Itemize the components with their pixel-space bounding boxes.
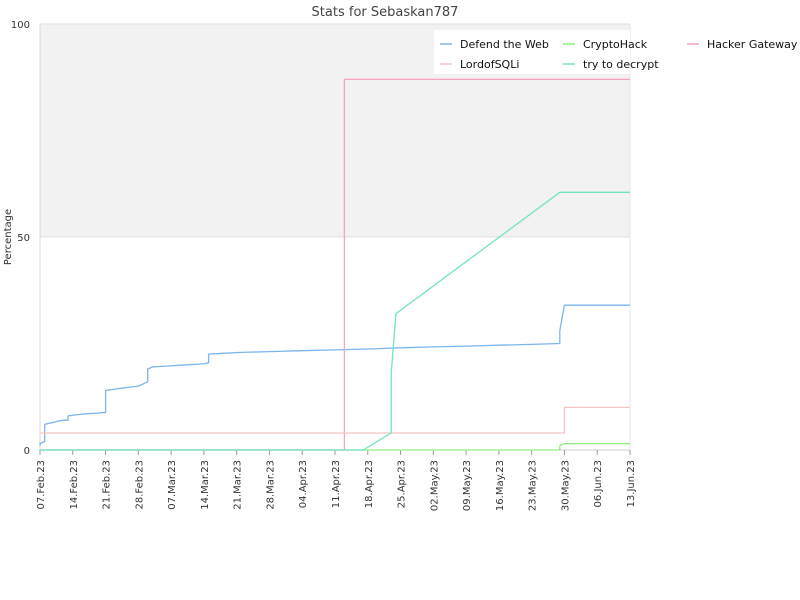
y-axis-ticks: 0 50 100 (11, 20, 30, 457)
legend-label: Hacker Gateway (707, 38, 798, 51)
x-tick-label: 16.May.23 (495, 460, 506, 511)
legend-item-lordofsqli[interactable]: LordofSQLi (440, 58, 519, 71)
x-tick-label: 07.Feb.23 (36, 460, 47, 510)
x-tick-label: 23.May.23 (528, 460, 539, 511)
y-tick-label: 50 (17, 233, 30, 244)
x-tick-label: 21.Mar.23 (233, 460, 244, 510)
legend-item-defend-the-web[interactable]: Defend the Web (440, 38, 549, 51)
x-tick-label: 30.May.23 (560, 460, 571, 511)
x-tick-label: 18.Apr.23 (364, 460, 375, 508)
legend-label: LordofSQLi (460, 58, 519, 71)
series-lines (39, 78, 630, 451)
legend-label: Defend the Web (460, 38, 549, 51)
x-tick-label: 25.Apr.23 (397, 460, 408, 508)
x-tick-label: 14.Feb.23 (69, 460, 80, 510)
series-line-cryptohack (40, 442, 630, 451)
legend-item-cryptohack[interactable]: CryptoHack (563, 38, 648, 51)
y-tick-label: 0 (24, 446, 30, 457)
series-line-defend-the-web (39, 304, 630, 446)
legend-label: CryptoHack (583, 38, 648, 51)
legend-box (434, 30, 630, 74)
x-tick-label: 04.Apr.23 (298, 460, 309, 508)
x-tick-label: 21.Feb.23 (102, 460, 113, 510)
x-tick-label: 06.Jun.23 (593, 460, 604, 507)
y-tick-label: 100 (11, 20, 30, 31)
legend: Defend the Web CryptoHack Hacker Gateway Lo… (434, 30, 798, 74)
x-tick-label: 07.Mar.23 (167, 460, 178, 510)
chart-title: Stats for Sebaskan787 (312, 5, 459, 20)
x-tick-label: 11.Apr.23 (331, 460, 342, 508)
legend-item-hacker-gateway[interactable]: Hacker Gateway (687, 38, 798, 51)
x-tick-label: 28.Feb.23 (134, 460, 145, 510)
x-tick-label: 09.May.23 (462, 460, 473, 511)
legend-item-try-to-decrypt[interactable]: try to decrypt (563, 58, 659, 71)
x-tick-label: 02.May.23 (429, 460, 440, 511)
series-line-try-to-decrypt (40, 191, 630, 451)
legend-label: try to decrypt (583, 58, 659, 71)
series-line-lordofsqli (40, 406, 630, 434)
x-tick-label: 13.Jun.23 (626, 460, 637, 507)
x-tick-label: 14.Mar.23 (200, 460, 211, 510)
x-tick-label: 28.Mar.23 (265, 460, 276, 510)
y-axis-label: Percentage (3, 209, 14, 265)
